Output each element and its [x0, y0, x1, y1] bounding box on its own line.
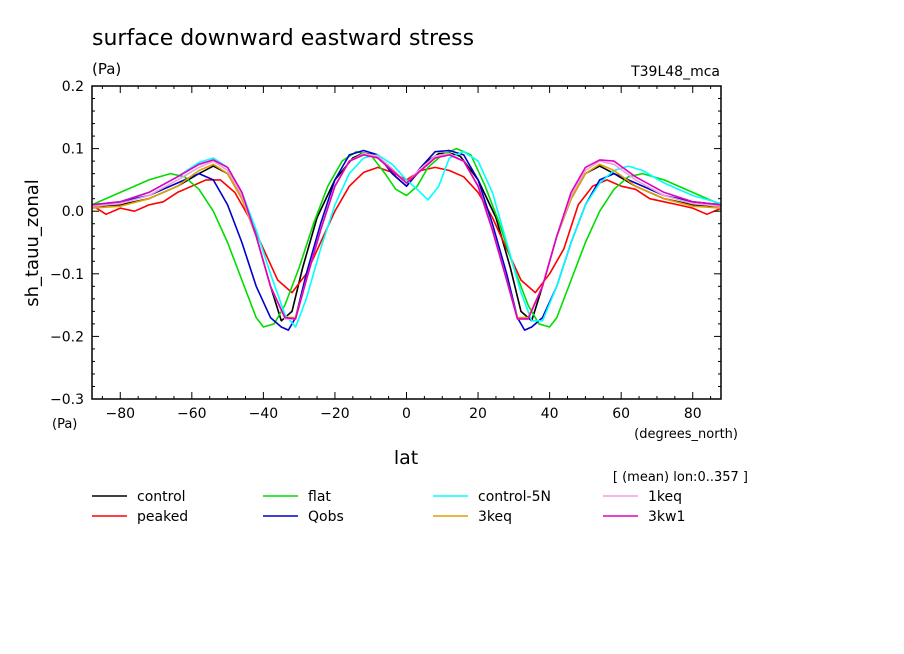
legend-label-control: control [137, 489, 186, 505]
x-tick-label: 40 [541, 406, 559, 422]
series-line-flat [92, 147, 721, 328]
x-tick-label: 60 [612, 406, 630, 422]
x-tick-label: −20 [320, 406, 350, 422]
x-tick-label: 0 [402, 406, 411, 422]
legend-label-peaked: peaked [137, 509, 188, 525]
legend-label-qobs: Qobs [308, 509, 344, 525]
y-tick-label: 0.0 [62, 204, 84, 220]
x-axis-title: lat [394, 447, 418, 469]
y-tick-label: 0.2 [62, 79, 84, 95]
legend-label-1keq: 1keq [648, 489, 682, 505]
mean-note: [ (mean) lon:0..357 ] [613, 470, 748, 485]
y-tick-label: 0.1 [62, 142, 84, 158]
x-tick-label: −40 [249, 406, 279, 422]
plot-frame [91, 85, 722, 400]
y-axis-title: sh_tauu_zonal [22, 179, 43, 307]
legend: control peaked flat Qobs control-5N 3keq 1keq 3… [92, 489, 685, 525]
x-tick-label: −60 [177, 406, 207, 422]
y-tick-label: −0.1 [50, 267, 84, 283]
axis-tick-labels: −80 −60 −40 −20 0 20 40 60 80 −0.3 −0.2 −0.1 0.0 0.1 0… [50, 79, 702, 422]
units-label: (Pa) [92, 60, 121, 78]
x-tick-label: −80 [105, 406, 135, 422]
x-tick-label: 20 [469, 406, 487, 422]
legend-label-control-5n: control-5N [478, 489, 551, 505]
experiment-label: T39L48_mca [630, 64, 720, 80]
legend-label-3kw1: 3kw1 [648, 509, 685, 525]
y-tick-label: −0.3 [50, 392, 84, 408]
legend-label-flat: flat [308, 489, 331, 505]
series-line-3kw1 [92, 154, 721, 320]
x-unit-label: (degrees_north) [634, 427, 738, 442]
x-tick-label: 80 [684, 406, 702, 422]
legend-label-3keq: 3keq [478, 509, 512, 525]
axis-ticks [92, 85, 721, 400]
chart-title: surface downward eastward stress [92, 26, 474, 51]
plot-lines [92, 147, 721, 331]
y-tick-label: −0.2 [50, 329, 84, 345]
y-unit-label: (Pa) [52, 417, 77, 432]
